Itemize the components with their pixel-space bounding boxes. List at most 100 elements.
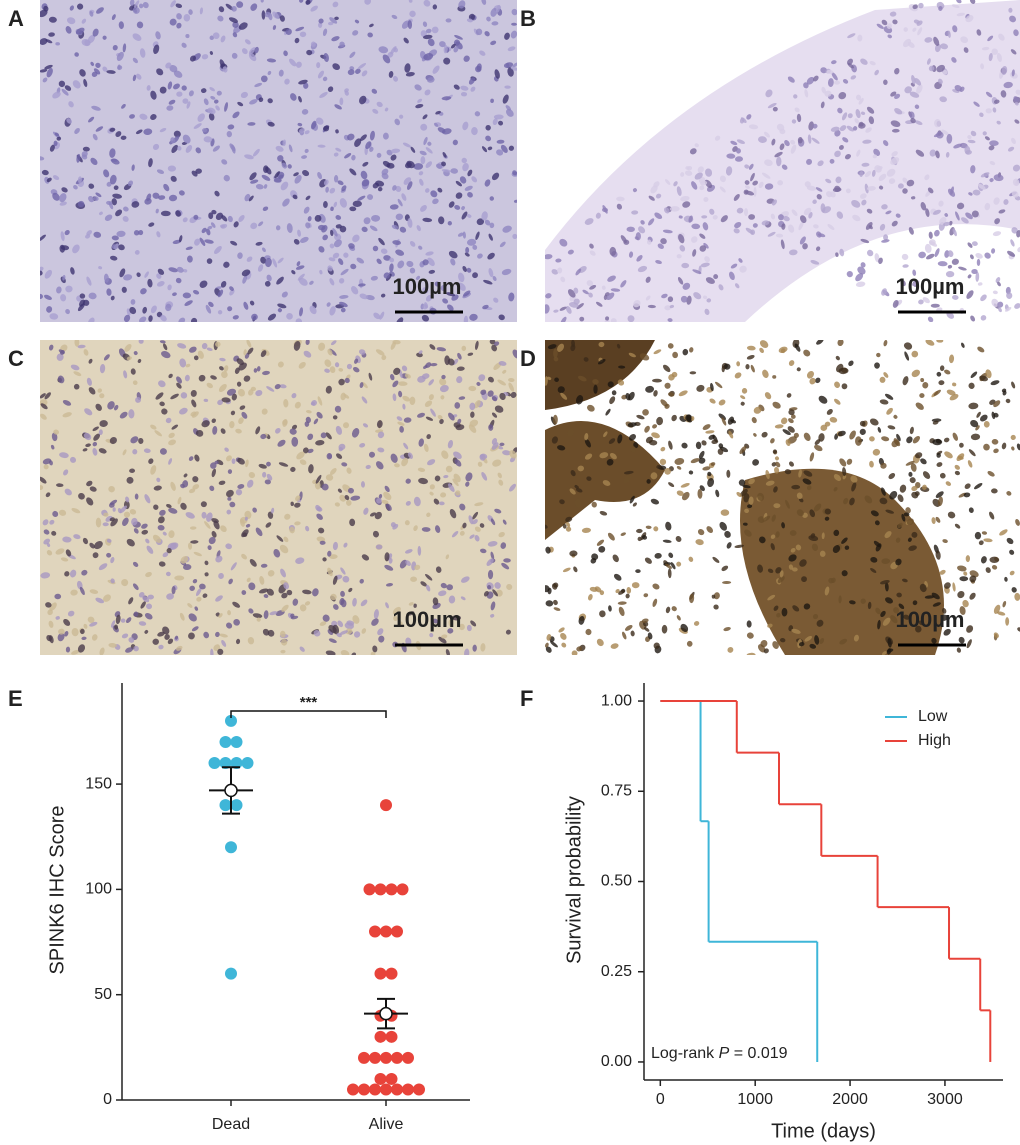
cell [772, 106, 778, 112]
cell [425, 188, 430, 193]
cell [736, 361, 741, 367]
cell [462, 265, 467, 272]
cell [815, 377, 821, 384]
cell [680, 623, 689, 633]
cell [77, 200, 85, 208]
cell [375, 349, 385, 356]
cell [339, 41, 345, 48]
cell [228, 578, 233, 585]
cell [715, 489, 720, 498]
cell [484, 219, 491, 226]
cell [168, 432, 175, 439]
cell [911, 531, 918, 538]
cell [645, 295, 651, 301]
cell [227, 496, 232, 501]
cell [133, 611, 139, 617]
cell [998, 209, 1006, 214]
cell [860, 238, 870, 244]
cell [847, 33, 856, 39]
cell [570, 470, 576, 477]
cell [209, 485, 215, 492]
cell [715, 381, 723, 389]
cell [718, 443, 724, 449]
cell [121, 103, 126, 109]
cell [232, 21, 239, 28]
cell [165, 417, 172, 424]
cell [740, 395, 746, 400]
cell [966, 625, 974, 633]
cell [634, 236, 639, 241]
cell [111, 14, 116, 21]
cell [332, 252, 340, 259]
cell [573, 566, 578, 573]
scale-bar-label: 100µm [393, 607, 462, 632]
cell [910, 463, 917, 472]
cell [951, 57, 957, 63]
cell [90, 61, 94, 67]
annotation: Log-rank P = 0.019 [651, 1045, 788, 1062]
cell [976, 411, 981, 418]
cell [327, 550, 332, 557]
cell [775, 531, 780, 538]
cell [209, 35, 214, 40]
cell [504, 85, 511, 89]
dot [363, 883, 376, 896]
cell [667, 392, 675, 397]
cell [413, 496, 421, 507]
cell [576, 303, 584, 310]
cell [487, 390, 494, 397]
cell [774, 424, 784, 429]
cell [945, 151, 950, 158]
cell [510, 391, 517, 399]
cell [158, 380, 166, 388]
cell [418, 245, 423, 250]
cell [323, 125, 330, 132]
cell [243, 301, 249, 310]
cell [307, 216, 312, 222]
cell [937, 261, 948, 267]
cell [440, 492, 447, 498]
cell [671, 371, 678, 378]
cell [748, 163, 754, 170]
cell [997, 281, 1001, 287]
cell [362, 423, 369, 428]
cell [941, 607, 947, 614]
cell [334, 104, 342, 110]
cell [480, 548, 487, 554]
cell [46, 177, 52, 183]
dot [241, 757, 254, 770]
cell [1004, 306, 1012, 312]
cell [204, 560, 209, 566]
cell [653, 181, 660, 188]
cell [349, 168, 357, 176]
cell [81, 18, 87, 24]
cell [832, 545, 841, 553]
cell [894, 67, 900, 75]
cell [52, 91, 61, 99]
cell [255, 241, 263, 246]
cell [945, 481, 952, 486]
cell [810, 533, 816, 539]
cell [177, 343, 187, 349]
cell [584, 432, 589, 441]
cell [122, 517, 129, 526]
cell [337, 620, 344, 628]
cell [809, 509, 816, 518]
cell [835, 176, 842, 184]
cell [260, 350, 267, 358]
cell [216, 90, 222, 96]
cell [596, 539, 605, 546]
dot [391, 1051, 403, 1064]
cell [984, 202, 991, 211]
cell [976, 29, 982, 36]
cell [806, 370, 815, 379]
cell [142, 1, 149, 9]
cell [464, 648, 470, 655]
cell [745, 364, 750, 370]
cell [166, 105, 174, 111]
cell [264, 479, 271, 485]
cell [839, 458, 847, 467]
cell [558, 627, 565, 633]
cell [699, 185, 705, 191]
